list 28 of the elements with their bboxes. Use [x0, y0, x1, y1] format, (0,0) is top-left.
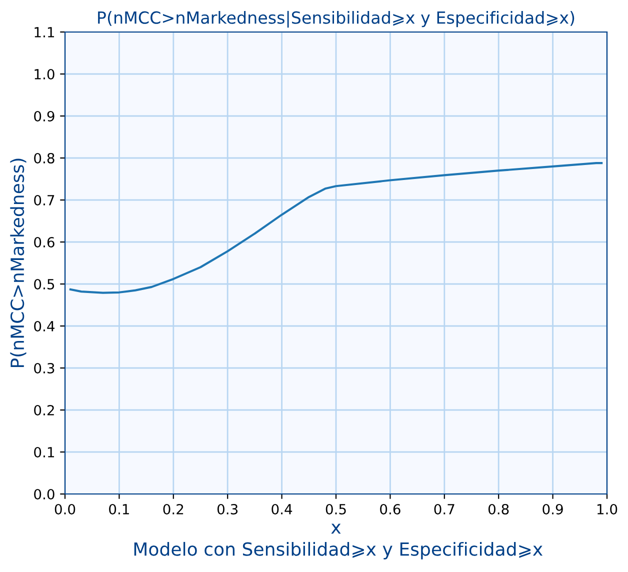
y-tick-label: 0.8 [34, 152, 54, 164]
y-tick-label: 0.3 [34, 362, 54, 374]
y-tick-label: 0.4 [34, 320, 54, 332]
y-tick-label: 0.0 [34, 488, 54, 500]
x-tick-label: 0.1 [109, 504, 129, 514]
x-tick-label: 0.6 [380, 504, 400, 514]
text: Modelo con Sensibilidad⩾x y Especificidad⩾x [134, 542, 543, 560]
y-axis-title: P(nMCC>nMarkedness) [10, 158, 26, 368]
x-tick-label: 0.5 [326, 504, 346, 514]
line-series [69, 162, 603, 294]
y-tick-label: 1.0 [34, 68, 54, 80]
x-tick-label: 0.4 [272, 504, 292, 514]
y-tick-label: 0.6 [34, 236, 54, 248]
y-tick-label: 0.9 [34, 110, 54, 122]
y-tick-label: 0.7 [34, 194, 54, 206]
x-tick-label: 0.9 [542, 504, 563, 514]
x-axis-title: x [331, 524, 341, 534]
y-tick-label: 1.1 [34, 27, 54, 38]
x-tick-label: 0.3 [217, 504, 238, 514]
x-tick-label: 0.2 [163, 504, 184, 514]
x-tick-label: 1.0 [597, 504, 618, 514]
y-tick-label: 0.5 [34, 278, 54, 290]
y-tick-label: 0.2 [34, 404, 54, 416]
x-tick-label: 0.0 [54, 504, 76, 514]
chart-title: P(nMCC>nMarkedness|Sensibilidad⩾x y Especificidad⩾x) [98, 10, 574, 28]
y-tick-label: 0.1 [34, 446, 54, 458]
x-tick-label: 0.8 [488, 504, 509, 514]
x-tick-label: 0.7 [434, 504, 454, 514]
